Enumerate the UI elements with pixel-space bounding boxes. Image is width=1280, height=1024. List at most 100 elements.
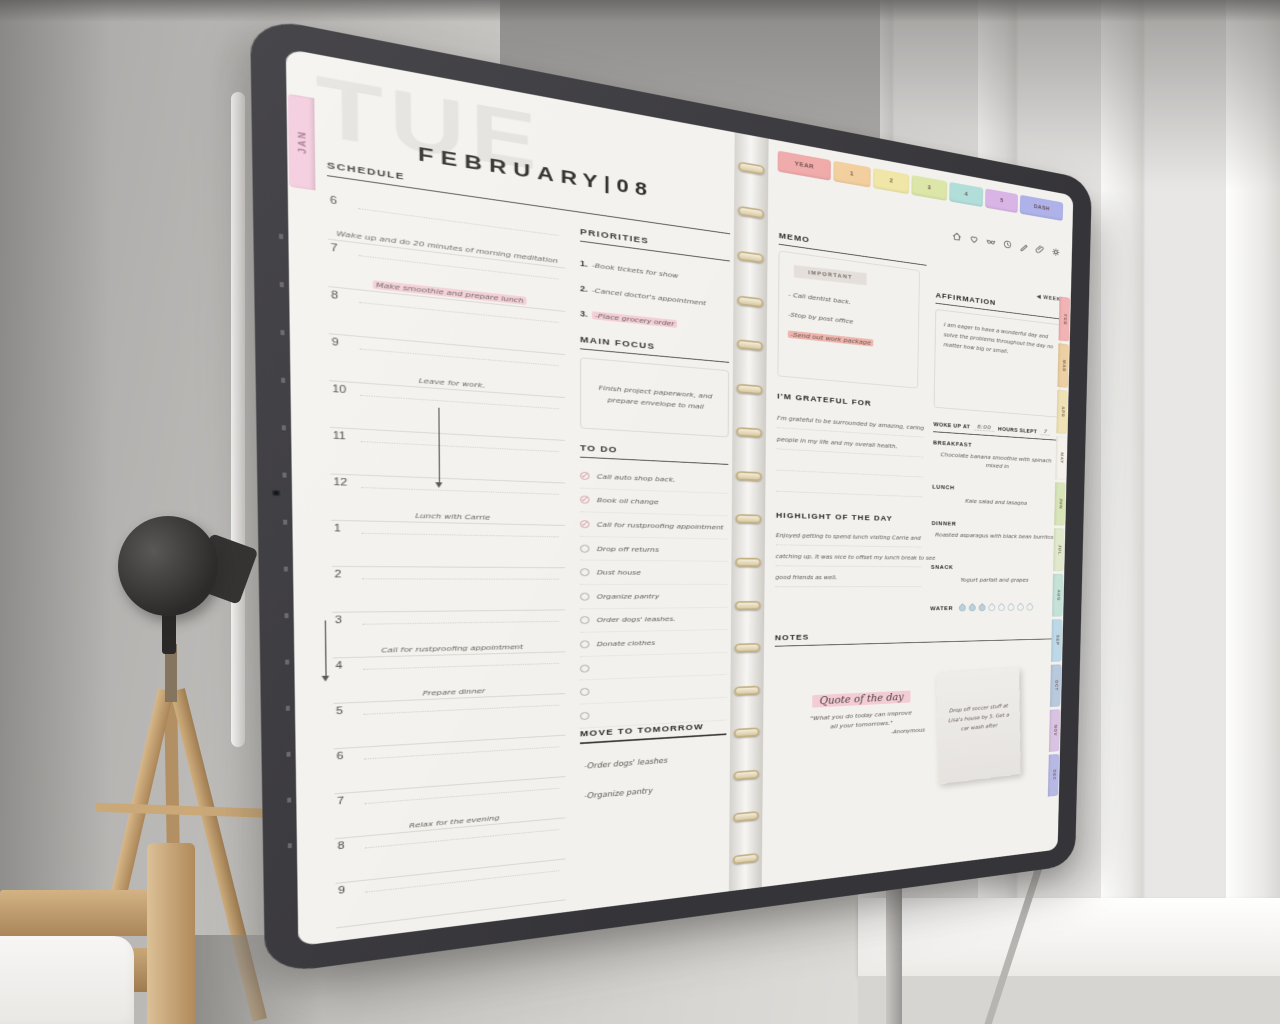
todo-item[interactable]: Drop off returns xyxy=(580,537,728,562)
wood-post xyxy=(147,843,195,1024)
todo-item[interactable]: Dust house xyxy=(580,561,728,585)
priority-text: -Book tickets for show xyxy=(592,261,679,280)
tab-5[interactable]: 5 xyxy=(985,188,1018,213)
tripod-crossbar xyxy=(96,803,280,818)
move-tomorrow-list: -Order dogs' leashes -Organize pantry xyxy=(584,742,730,811)
schedule-row[interactable]: 12 Lunch with Carrie xyxy=(331,474,565,526)
water-tracker: WATER xyxy=(930,604,1055,612)
todo-checkbox[interactable] xyxy=(580,688,589,696)
hours-slept-value[interactable]: 7 xyxy=(1041,428,1051,436)
schedule-note-text: Call for rustproofing appointment xyxy=(381,642,523,654)
spiral-ring xyxy=(734,728,760,738)
tab-month-feb[interactable]: FEB xyxy=(1058,296,1070,341)
home-icon[interactable] xyxy=(952,231,962,243)
water-drop[interactable] xyxy=(978,603,988,612)
tab-month-nov[interactable]: NOV xyxy=(1049,709,1060,752)
schedule-grid: 6 Wake up and do 20 minutes of morning me… xyxy=(327,192,565,928)
water-label: WATER xyxy=(930,605,953,612)
schedule-note-text: Prepare dinner xyxy=(422,686,485,697)
todo-checkbox[interactable]: ✓ xyxy=(580,472,590,480)
glasses-icon[interactable] xyxy=(986,236,996,247)
memo-list: - Call dentist back. -Stop by post office… xyxy=(788,284,911,356)
tab-1[interactable]: 1 xyxy=(833,161,871,188)
todo-item[interactable]: ✓ Call for rustproofing appointment xyxy=(580,512,728,539)
schedule-time-label: 6 xyxy=(336,751,343,762)
spiral-ring xyxy=(734,643,760,653)
main-focus-box[interactable]: Finish project paperwork, and prepare en… xyxy=(580,357,729,437)
quote-label: Quote of the day xyxy=(813,690,911,707)
water-drop[interactable] xyxy=(1016,603,1025,612)
water-drop[interactable] xyxy=(987,603,996,612)
todo-checkbox[interactable] xyxy=(580,616,589,624)
front-camera xyxy=(272,490,280,496)
tab-dash[interactable]: DASH xyxy=(1020,195,1063,221)
todo-item[interactable]: Order dogs' leashes. xyxy=(580,607,727,632)
schedule-note-text: Leave for work. xyxy=(419,376,485,389)
tab-january[interactable]: JAN xyxy=(288,94,316,191)
todo-checkbox[interactable] xyxy=(580,592,589,600)
paperclip-icon[interactable] xyxy=(1035,244,1045,255)
water-drop[interactable] xyxy=(997,603,1006,612)
memo-box[interactable]: IMPORTANT - Call dentist back. -Stop by p… xyxy=(777,250,920,388)
tab-month-mar[interactable]: MAR xyxy=(1057,343,1069,388)
todo-checkbox[interactable] xyxy=(580,568,589,576)
water-drop[interactable] xyxy=(1007,603,1016,612)
priority-number: 3. xyxy=(580,309,588,319)
tab-3[interactable]: 3 xyxy=(912,175,947,201)
highlight-line: good friends as well. xyxy=(775,568,921,587)
todo-item[interactable]: Organize pantry xyxy=(580,585,727,609)
clock-icon[interactable] xyxy=(1003,239,1013,250)
todo-checkbox[interactable] xyxy=(580,664,589,672)
settings-icon[interactable] xyxy=(1051,247,1061,258)
schedule-time-label: 7 xyxy=(330,243,337,255)
tab-month-jul[interactable]: JUL xyxy=(1053,528,1065,571)
heart-icon[interactable] xyxy=(969,233,979,245)
todo-checkbox[interactable] xyxy=(580,712,589,720)
wood-rail xyxy=(0,890,162,936)
woke-up-value[interactable]: 6:00 xyxy=(974,423,994,432)
wake-row: WOKE UP AT 6:00 HOURS SLEPT 7 xyxy=(933,420,1059,441)
schedule-time-label: 5 xyxy=(336,706,343,717)
todo-checkbox[interactable] xyxy=(580,640,589,648)
tab-month-may[interactable]: MAY xyxy=(1055,436,1067,480)
affirmation-box[interactable]: I am eager to have a wonderful day and s… xyxy=(934,309,1062,418)
water-drop[interactable] xyxy=(1026,603,1035,612)
tab-month-oct[interactable]: OCT xyxy=(1050,664,1061,707)
todo-list: ✓ Call auto shop back. ✓ Book oil change ✓ Ca… xyxy=(580,464,728,729)
tab-year[interactable]: YEAR xyxy=(778,151,831,181)
spiral-ring xyxy=(733,853,759,865)
water-drop[interactable] xyxy=(958,603,968,612)
tab-4[interactable]: 4 xyxy=(949,182,983,207)
spiral-ring xyxy=(736,383,762,394)
schedule-time-label: 10 xyxy=(332,384,346,396)
tab-month-dec[interactable]: DEC xyxy=(1048,754,1059,797)
tab-month-sep[interactable]: SEP xyxy=(1051,619,1062,662)
month-label: APR xyxy=(1060,406,1064,418)
month-label: OCT xyxy=(1053,680,1057,691)
month-label: AUG xyxy=(1056,589,1060,601)
notes-section: NOTES Quote of the day "What you do toda… xyxy=(773,628,1052,880)
week-view-link[interactable]: ◀ WEEK xyxy=(1037,293,1061,302)
schedule-time-label: 9 xyxy=(332,337,339,348)
breakfast-label: BREAKFAST xyxy=(933,440,972,448)
tab-month-apr[interactable]: APR xyxy=(1056,390,1068,434)
todo-checkbox[interactable]: ✓ xyxy=(580,496,590,504)
left-page-right-column: PRIORITIES 1. -Book tickets for show 2. -Ca… xyxy=(580,103,731,910)
month-label: MAR xyxy=(1061,359,1066,372)
tab-month-jun[interactable]: JUN xyxy=(1054,482,1066,525)
todo-text: Call for rustproofing appointment xyxy=(597,521,724,532)
spiral-ring xyxy=(738,251,764,264)
pen-icon[interactable] xyxy=(1019,241,1029,252)
schedule-row[interactable]: 3 Call for rustproofing appointment xyxy=(332,610,565,658)
month-label: MAY xyxy=(1059,452,1063,464)
todo-checkbox[interactable] xyxy=(580,544,589,552)
tab-2[interactable]: 2 xyxy=(873,168,910,194)
tab-month-aug[interactable]: AUG xyxy=(1052,574,1064,617)
snack-label: SNACK xyxy=(931,565,954,570)
schedule-row[interactable]: 1 xyxy=(331,521,565,568)
spiral-ring xyxy=(738,206,764,219)
schedule-row[interactable]: 2 xyxy=(332,567,565,613)
sticky-note[interactable]: Drop off soccer stuff at Lisa's house by… xyxy=(936,667,1020,784)
water-drop[interactable] xyxy=(968,603,978,612)
todo-checkbox[interactable]: ✓ xyxy=(580,520,590,528)
